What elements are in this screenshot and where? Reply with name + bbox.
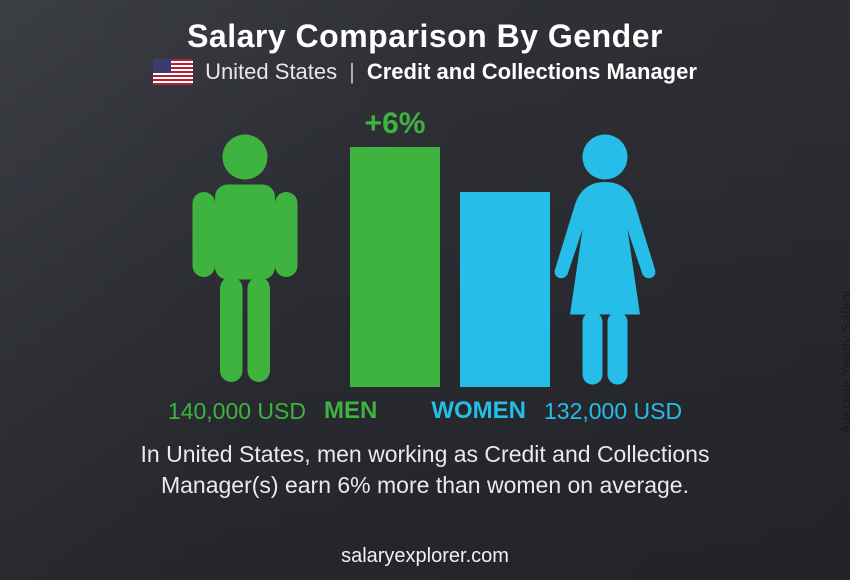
- summary-text: In United States, men working as Credit …: [40, 439, 810, 501]
- female-figure-icon: [530, 132, 680, 387]
- page-title: Salary Comparison By Gender: [40, 18, 810, 55]
- location-text: United States: [205, 59, 337, 85]
- men-salary: 140,000 USD: [168, 398, 306, 425]
- axis-row: 140,000 USD MEN WOMEN 132,000 USD: [40, 397, 810, 425]
- footer-link[interactable]: salaryexplorer.com: [0, 545, 850, 568]
- male-figure-icon: [170, 132, 320, 387]
- job-title: Credit and Collections Manager: [367, 59, 697, 85]
- men-label: MEN: [324, 397, 377, 425]
- women-salary: 132,000 USD: [544, 398, 682, 425]
- chart-area: +6%: [40, 95, 810, 425]
- separator: |: [349, 59, 355, 85]
- difference-label: +6%: [350, 107, 440, 141]
- y-axis-label: Average Yearly Salary: [838, 290, 850, 434]
- men-bar: [350, 147, 440, 387]
- women-label: WOMEN: [431, 397, 526, 425]
- flag-icon: [153, 59, 193, 85]
- subtitle-row: United States | Credit and Collections M…: [40, 59, 810, 85]
